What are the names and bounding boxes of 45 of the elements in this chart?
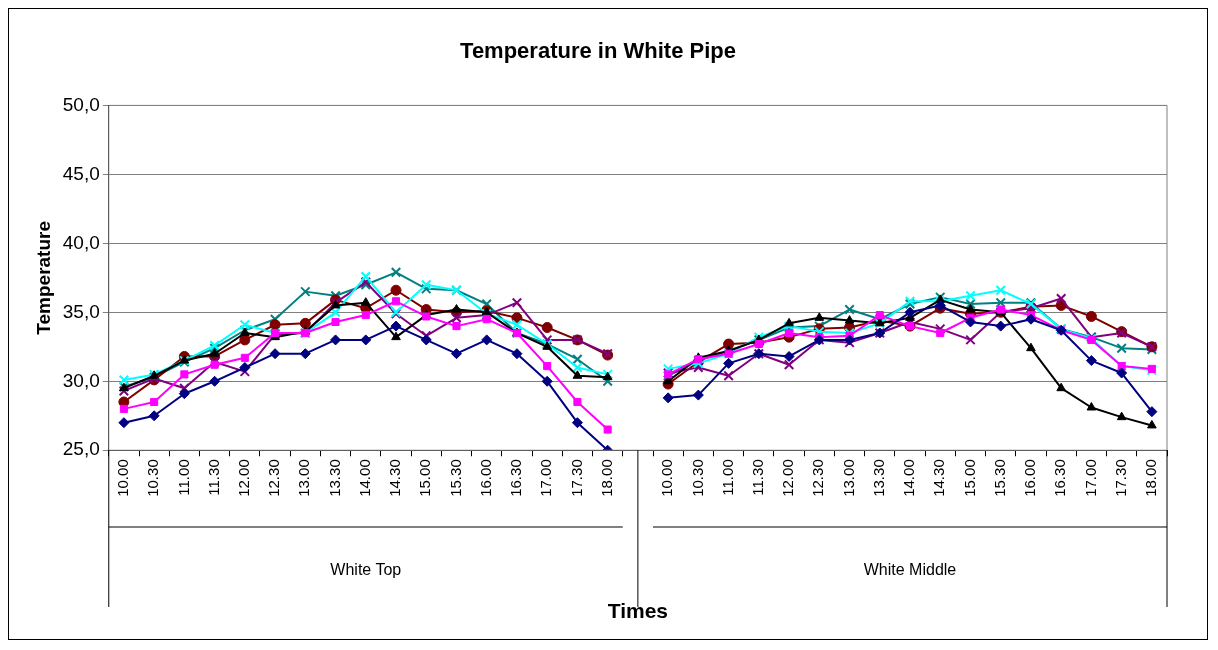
x-tick-label: 14.30 (930, 459, 948, 497)
y-tick-label: 25,0 (62, 438, 100, 460)
x-tick-label: 12.00 (779, 459, 797, 497)
x-tick-label: 17.00 (537, 459, 555, 497)
x-tick-label: 16.00 (476, 459, 494, 497)
text: White Top (330, 561, 402, 579)
x-tick-label: 14.30 (386, 459, 404, 497)
x-tick-label: 15.00 (416, 459, 434, 497)
x-tick-label: 10.30 (144, 459, 162, 497)
x-axis-title: Times (607, 599, 669, 623)
text: White Middle (863, 561, 957, 579)
x-tick-label: 13.00 (295, 459, 313, 497)
y-tick-label: 45,0 (62, 162, 100, 184)
x-tick-label: 11.30 (204, 459, 222, 496)
x-tick-label: 13.30 (869, 459, 887, 497)
x-tick-label: 17.00 (1081, 459, 1099, 497)
x-tick-label: 11.00 (174, 459, 192, 496)
x-tick-label: 12.30 (265, 459, 283, 497)
y-tick-label: 35,0 (62, 300, 100, 322)
x-tick-label: 14.00 (355, 459, 373, 497)
x-tick-label: 12.00 (234, 459, 252, 497)
y-tick-label: 30,0 (62, 369, 100, 391)
chart-title: Temperature in White Pipe (460, 38, 736, 64)
x-tick-label: 16.30 (1051, 459, 1069, 497)
x-tick-label: 16.30 (507, 459, 525, 497)
x-tick-label: 16.00 (1021, 459, 1039, 497)
x-tick-label: 12.30 (809, 459, 827, 497)
x-tick-label: 17.30 (1111, 459, 1129, 497)
x-tick-label: 17.30 (567, 459, 585, 497)
x-tick-label: 11.00 (718, 459, 736, 496)
x-tick-label: 10.00 (658, 459, 676, 497)
x-tick-label: 15.30 (990, 459, 1008, 497)
x-tick-label: 13.00 (839, 459, 857, 497)
x-tick-label: 18.00 (1142, 459, 1160, 497)
x-tick-label: 10.00 (114, 459, 132, 497)
x-tick-label: 18.00 (597, 459, 615, 497)
x-tick-label: 14.00 (900, 459, 918, 497)
x-tick-label: 11.30 (748, 459, 766, 496)
y-tick-label: 50,0 (62, 93, 100, 115)
x-tick-label: 15.00 (960, 459, 978, 497)
x-tick-label: 10.30 (688, 459, 706, 497)
y-tick-label: 40,0 (62, 231, 100, 253)
x-tick-label: 13.30 (325, 459, 343, 497)
x-tick-label: 15.30 (446, 459, 464, 497)
y-axis-title: Temperature (32, 220, 54, 335)
